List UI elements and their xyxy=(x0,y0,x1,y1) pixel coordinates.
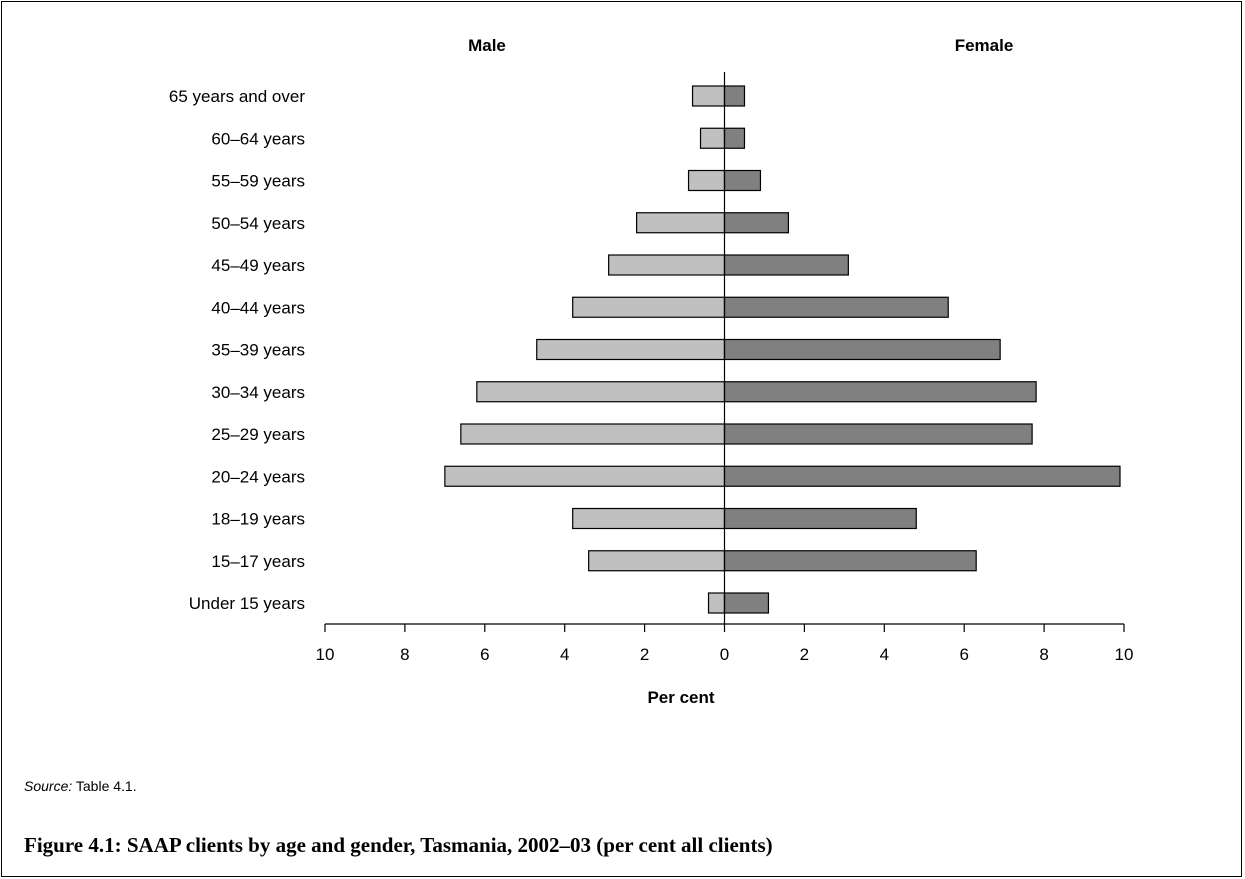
series-title-male: Male xyxy=(468,36,506,55)
bar-male-10 xyxy=(687,169,726,192)
category-label-12: 65 years and over xyxy=(169,87,305,106)
x-tick-label-7: 4 xyxy=(880,645,889,664)
bar-female-4 xyxy=(723,423,1033,445)
bar-female-3 xyxy=(723,465,1121,487)
bar-female-9 xyxy=(723,212,790,234)
bar-female-0 xyxy=(723,592,770,614)
category-label-1: 15–17 years xyxy=(211,552,305,571)
x-tick-label-10: 10 xyxy=(1115,645,1134,664)
category-labels-layer: Under 15 years 15–17 years 18–19 years 20–2… xyxy=(169,87,305,613)
category-label-10: 55–59 years xyxy=(211,172,305,191)
figure-caption: Figure 4.1: SAAP clients by age and gend… xyxy=(24,833,773,857)
category-label-2: 18–19 years xyxy=(211,510,305,529)
x-tick-label-5: 0 xyxy=(720,645,729,664)
bar-female-10 xyxy=(723,169,762,192)
bar-male-9 xyxy=(636,212,726,234)
bar-male-2 xyxy=(572,507,726,530)
bars-layer xyxy=(444,85,1121,614)
category-label-11: 60–64 years xyxy=(211,129,305,148)
bar-female-5 xyxy=(723,381,1037,403)
bar-male-6 xyxy=(536,338,726,361)
series-title-female: Female xyxy=(955,36,1014,55)
x-tick-label-2: 6 xyxy=(480,645,489,664)
category-label-7: 40–44 years xyxy=(211,298,305,317)
bar-male-1 xyxy=(588,550,726,572)
source-label: Source: xyxy=(24,778,73,794)
bar-male-11 xyxy=(699,127,726,149)
bar-male-5 xyxy=(476,381,726,403)
category-label-4: 25–29 years xyxy=(211,425,305,444)
source-note: Source: Table 4.1. xyxy=(24,778,137,794)
bar-female-2 xyxy=(723,507,917,530)
x-axis-title: Per cent xyxy=(647,688,714,707)
bar-male-8 xyxy=(608,254,726,276)
category-label-6: 35–39 years xyxy=(211,341,305,360)
category-label-8: 45–49 years xyxy=(211,256,305,275)
bar-male-7 xyxy=(572,296,726,318)
category-label-3: 20–24 years xyxy=(211,467,305,486)
source-text: Table 4.1. xyxy=(72,778,137,794)
x-tick-label-1: 8 xyxy=(400,645,409,664)
bar-female-1 xyxy=(723,550,977,572)
x-tick-label-4: 2 xyxy=(640,645,649,664)
bar-female-6 xyxy=(723,338,1001,361)
category-label-5: 30–34 years xyxy=(211,383,305,402)
x-tick-label-6: 2 xyxy=(800,645,809,664)
x-tick-label-9: 8 xyxy=(1039,645,1048,664)
category-label-0: Under 15 years xyxy=(189,594,305,613)
bar-male-4 xyxy=(460,423,726,445)
x-ticks-layer: 10 8 6 4 2 0 2 4 6 8 10 xyxy=(316,624,1134,664)
x-tick-label-3: 4 xyxy=(560,645,569,664)
bar-female-12 xyxy=(723,85,746,107)
bar-male-12 xyxy=(691,85,726,107)
bar-female-7 xyxy=(723,296,949,318)
x-tick-label-8: 6 xyxy=(959,645,968,664)
pyramid-chart: 10 8 6 4 2 0 2 4 6 8 10 Under 15 years 15–17 years 1… xyxy=(169,36,1134,707)
category-label-9: 50–54 years xyxy=(211,214,305,233)
bar-male-0 xyxy=(707,592,726,614)
x-tick-label-0: 10 xyxy=(316,645,335,664)
bar-female-11 xyxy=(723,127,746,149)
bar-female-8 xyxy=(723,254,849,276)
bar-male-3 xyxy=(444,465,726,487)
